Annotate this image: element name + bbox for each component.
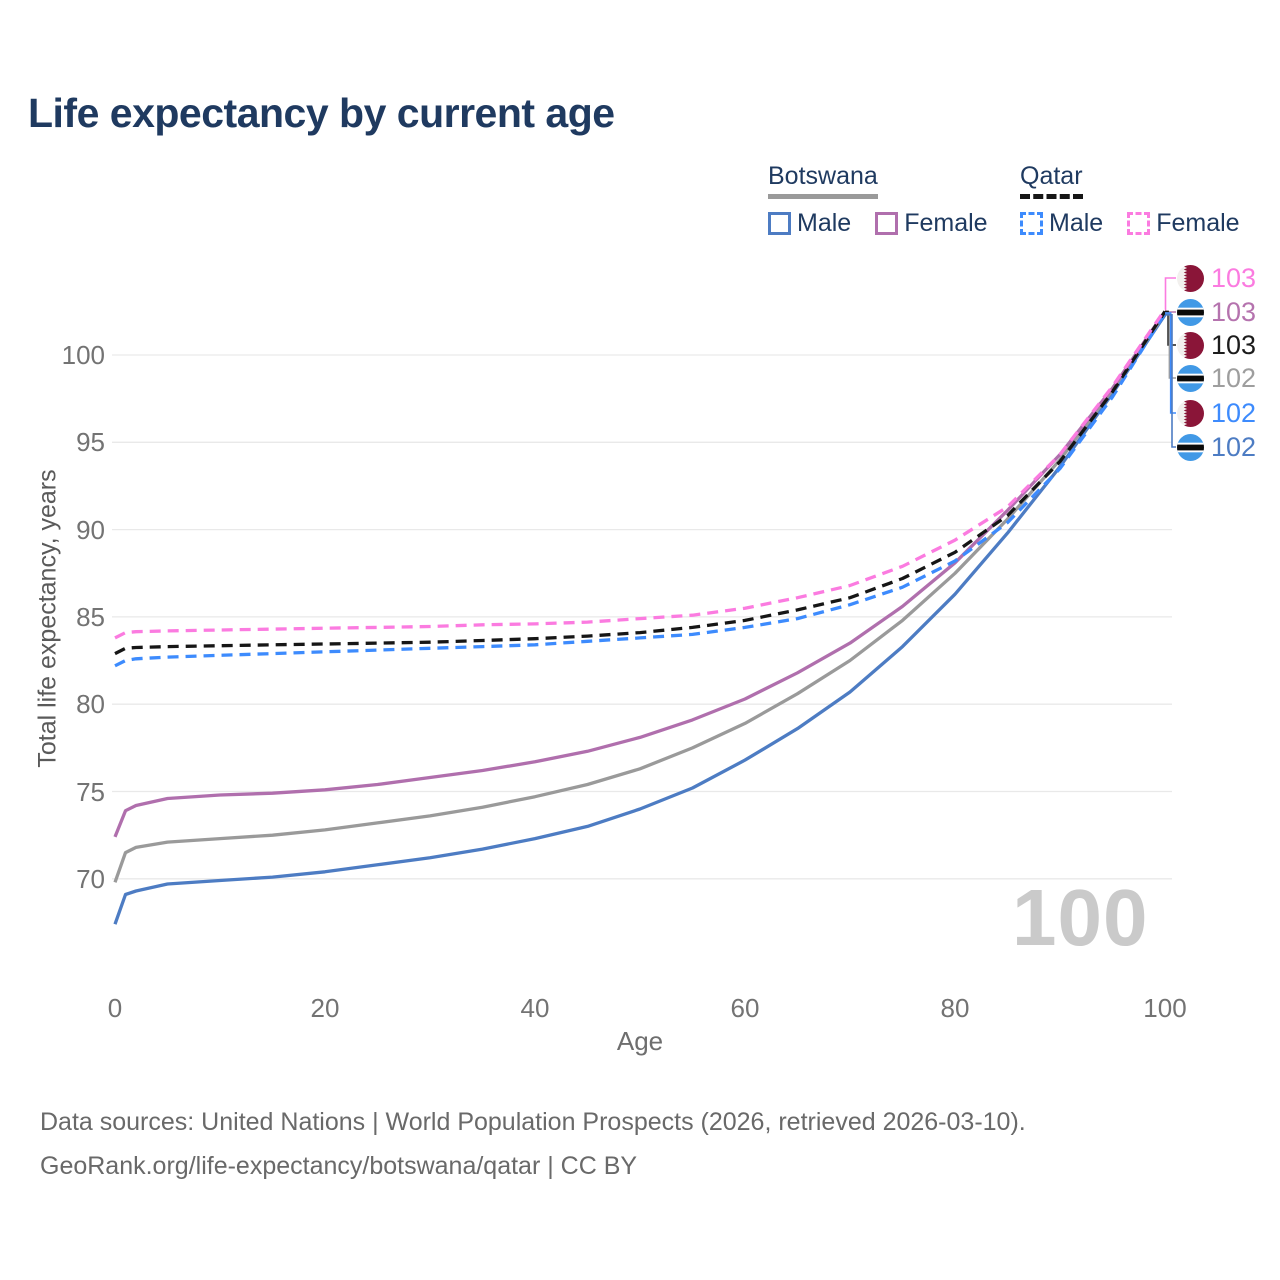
- legend-item-qatar-male[interactable]: Male: [1020, 209, 1103, 238]
- series-end-label-row: 102: [1177, 399, 1256, 427]
- legend-items-botswana: Male Female: [768, 209, 988, 238]
- legend-item-qatar-female[interactable]: Female: [1127, 209, 1240, 238]
- series-end-label-row: 103: [1177, 264, 1256, 292]
- series-end-label-row: 103: [1177, 331, 1256, 359]
- y-tick-label: 90: [76, 514, 105, 545]
- legend-swatch-icon: [1127, 212, 1151, 235]
- x-tick-label: 20: [310, 993, 340, 1023]
- x-tick-label: 60: [730, 993, 760, 1023]
- qatar-flag-icon: [1177, 399, 1204, 427]
- series-line-botswana-both[interactable]: [113, 312, 1167, 883]
- series-line-botswana-male[interactable]: [113, 313, 1167, 925]
- end-value-label: 103: [1211, 330, 1257, 360]
- legend-group-botswana: Botswana Male Female: [768, 162, 988, 238]
- series-end-label-row: 102: [1177, 433, 1256, 461]
- botswana-flag-icon: [1177, 433, 1204, 461]
- series-line-botswana-female[interactable]: [113, 310, 1167, 838]
- y-tick-label: 95: [76, 427, 105, 458]
- y-tick-label: 75: [76, 776, 105, 807]
- legend-swatch-icon: [768, 212, 791, 235]
- y-tick-label: 80: [76, 689, 105, 720]
- series-end-label-row: 103: [1177, 298, 1256, 326]
- age-indicator-watermark: 100: [1012, 873, 1149, 962]
- series-end-label-row: 102: [1177, 364, 1256, 392]
- y-tick-label: 70: [76, 863, 105, 894]
- x-tick-label: 80: [940, 993, 970, 1023]
- end-label-leader-line: [1165, 312, 1176, 414]
- legend-item-label: Female: [1156, 209, 1240, 237]
- legend-country-botswana[interactable]: Botswana: [768, 162, 878, 199]
- footer-data-sources: Data sources: United Nations | World Pop…: [40, 1108, 1026, 1136]
- legend-item-botswana-male[interactable]: Male: [768, 209, 851, 238]
- x-tick-label: 40: [520, 993, 550, 1023]
- end-value-label: 102: [1211, 398, 1257, 428]
- y-tick-label: 100: [61, 340, 105, 370]
- x-tick-label: 100: [1143, 993, 1187, 1023]
- x-tick-label: 0: [107, 993, 123, 1023]
- end-label-leader-line: [1164, 277, 1176, 311]
- series-line-qatar-female[interactable]: [114, 308, 1167, 640]
- legend-country-qatar[interactable]: Qatar: [1020, 162, 1083, 199]
- legend-item-botswana-female[interactable]: Female: [875, 209, 988, 238]
- botswana-flag-icon: [1177, 298, 1204, 326]
- legend-item-label: Male: [797, 209, 852, 237]
- legend-group-qatar: Qatar Male Female: [1020, 162, 1240, 238]
- qatar-flag-icon: [1177, 331, 1204, 359]
- footer: Data sources: United Nations | World Pop…: [40, 1108, 1026, 1196]
- qatar-flag-icon: [1177, 264, 1204, 292]
- legend-items-qatar: Male Female: [1020, 209, 1240, 238]
- x-axis-title: Age: [616, 1026, 664, 1056]
- series-line-qatar-male[interactable]: [114, 312, 1167, 668]
- end-value-label: 102: [1211, 363, 1257, 393]
- legend-swatch-icon: [875, 212, 899, 235]
- y-axis-title: Total life expectancy, years: [33, 469, 62, 768]
- legend-swatch-icon: [1020, 212, 1043, 235]
- footer-attribution: GeoRank.org/life-expectancy/botswana/qat…: [40, 1152, 638, 1180]
- end-value-label: 103: [1211, 263, 1257, 293]
- y-tick-label: 85: [76, 601, 105, 632]
- legend-item-label: Female: [904, 209, 988, 237]
- end-value-label: 103: [1211, 297, 1257, 327]
- legend-item-label: Male: [1049, 209, 1104, 237]
- series-line-qatar-both[interactable]: [114, 310, 1167, 656]
- botswana-flag-icon: [1177, 364, 1204, 392]
- end-label-leader-line: [1165, 313, 1176, 448]
- end-value-label: 102: [1211, 432, 1257, 462]
- page-title: Life expectancy by current age: [28, 90, 615, 136]
